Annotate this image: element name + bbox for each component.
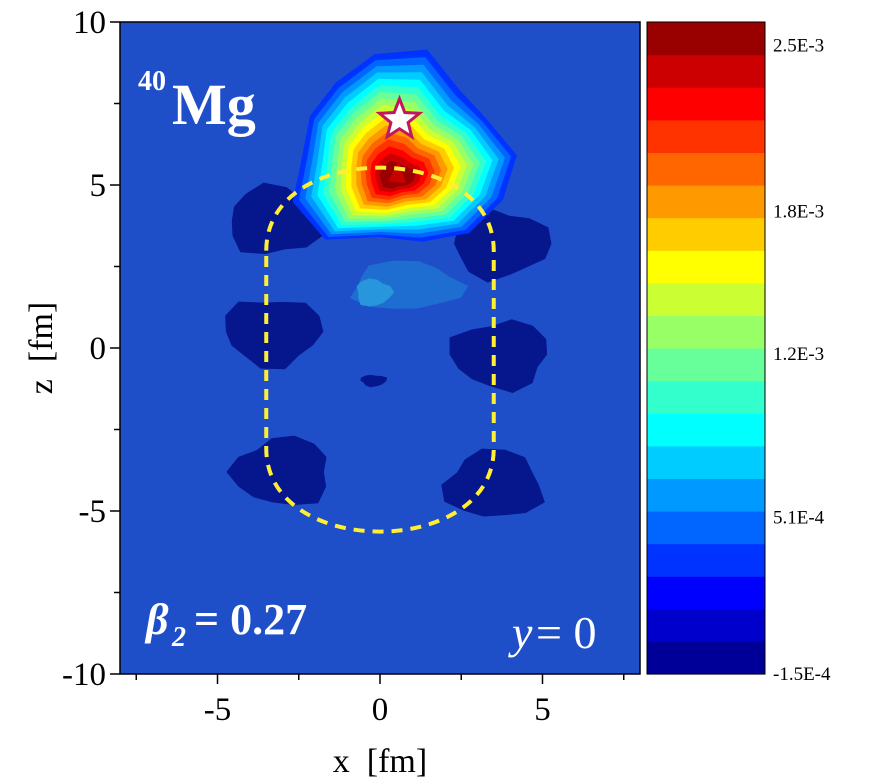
colorbar-segment — [647, 380, 765, 414]
contour-blob — [441, 448, 545, 517]
contour-blob — [225, 301, 324, 370]
colorbar-label: 5.1E-4 — [773, 508, 825, 529]
colorbar-segment — [647, 511, 765, 545]
axes: -5 0 5 10 5 0 -5 -10 — [62, 5, 641, 728]
colorbar-segment — [647, 315, 765, 349]
colorbar-label: 2.5E-3 — [773, 36, 824, 57]
colorbar-segment — [647, 576, 765, 610]
star-marker — [375, 94, 424, 141]
y-value: = 0 — [536, 607, 596, 658]
x-axis-label: x [fm] — [333, 743, 427, 778]
colorbar: 2.5E-3 1.8E-3 1.2E-3 5.1E-4 -1.5E-4 — [646, 21, 831, 685]
colorbar-segment — [647, 641, 765, 675]
colorbar-segment — [647, 217, 765, 251]
colorbar-segment — [647, 250, 765, 284]
y-tick-label: -10 — [62, 657, 106, 693]
beta-symbol: β — [144, 595, 169, 644]
contour-blob — [360, 374, 388, 388]
colorbar-frame — [646, 21, 766, 675]
y-tick-label: 0 — [90, 331, 107, 367]
nucleus-symbol: Mg — [172, 72, 256, 137]
plot-overlay — [264, 94, 496, 534]
colorbar-segment — [647, 282, 765, 316]
y-axis-label: z [fm] — [23, 302, 60, 395]
colorbar-segment — [647, 119, 765, 153]
colorbar-label: -1.5E-4 — [773, 664, 831, 685]
contour-blob — [454, 207, 552, 283]
x-tick-label: 0 — [372, 692, 389, 728]
colorbar-label: 1.2E-3 — [773, 344, 824, 365]
beta-value: = 0.27 — [194, 595, 307, 644]
colorbar-segment — [647, 22, 765, 56]
x-tick-label: -5 — [204, 692, 232, 728]
contour-blob — [226, 435, 327, 505]
colorbar-segment — [647, 54, 765, 88]
plot-area — [120, 22, 640, 674]
colorbar-segment — [647, 87, 765, 121]
colorbar-segment — [647, 608, 765, 642]
beta-subscript: 2 — [171, 622, 186, 653]
colorbar-segment — [647, 348, 765, 382]
y-variable: y — [508, 607, 533, 658]
colorbar-segment — [647, 445, 765, 479]
x-tick-label: 5 — [534, 692, 551, 728]
colorbar-segment — [647, 543, 765, 577]
dashed-outline — [264, 165, 496, 534]
peak-core — [388, 161, 407, 184]
contour-blob — [356, 278, 394, 307]
nucleus-mass-number: 40 — [138, 66, 166, 97]
y-tick-label: 5 — [90, 168, 107, 204]
y-tick-label: 10 — [73, 5, 106, 41]
colorbar-label: 1.8E-3 — [773, 202, 824, 223]
y-tick-label: -5 — [79, 494, 107, 530]
contour-blob — [449, 319, 548, 393]
colorbar-segment — [647, 185, 765, 219]
colorbar-segment — [647, 478, 765, 512]
colorbar-segment — [647, 413, 765, 447]
colorbar-segment — [647, 152, 765, 186]
